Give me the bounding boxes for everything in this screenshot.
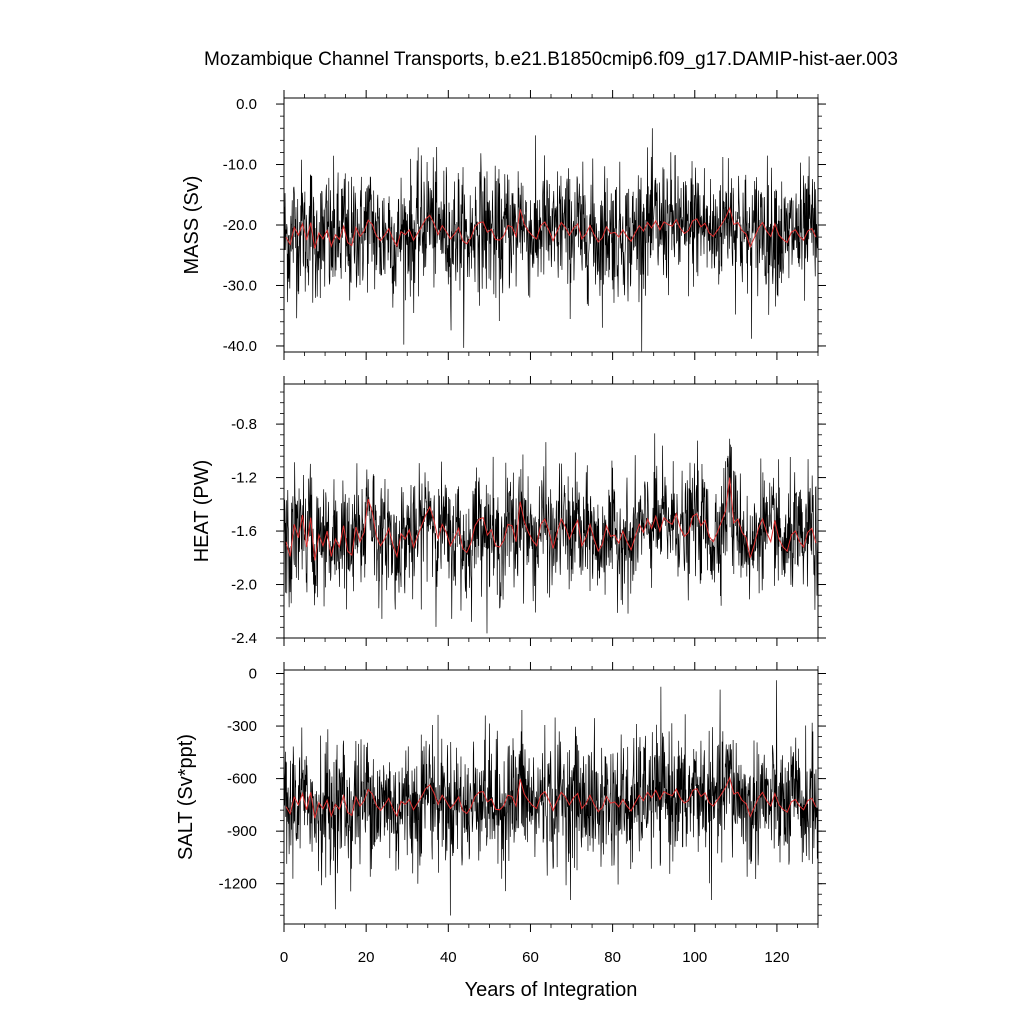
salt-series xyxy=(283,680,819,916)
xtick-label: 120 xyxy=(764,949,789,966)
salt-monthly-line xyxy=(283,680,819,916)
mass-series xyxy=(283,128,819,352)
salt-ytick-label: 0 xyxy=(249,666,257,683)
xtick-label: 60 xyxy=(522,949,539,966)
heat-ytick-label: -0.8 xyxy=(231,416,257,433)
heat-ytick-label: -1.6 xyxy=(231,523,257,540)
mass-ytick-label: -20.0 xyxy=(223,217,257,234)
salt-y-axis-label: SALT (Sv*ppt) xyxy=(175,734,197,860)
mass-ticks: 0.0 -10.0 -20.0 -30.0 -40.0 xyxy=(223,90,826,360)
salt-annual-mean-line xyxy=(285,776,817,819)
heat-annual-mean-line xyxy=(285,477,817,561)
heat-panel: -0.8 -1.2 -1.6 -2.0 -2.4 HEAT (PW) xyxy=(191,376,826,647)
mass-ytick-label: -10.0 xyxy=(223,157,257,174)
salt-ytick-label: -1200 xyxy=(219,876,257,893)
heat-ytick-label: -2.0 xyxy=(231,577,257,594)
mass-monthly-line xyxy=(283,128,819,352)
heat-y-axis-label: HEAT (PW) xyxy=(191,460,213,563)
salt-ytick-label: -300 xyxy=(227,718,257,735)
xtick-label: 20 xyxy=(358,949,375,966)
xtick-label: 40 xyxy=(440,949,457,966)
mass-ytick-label: 0.0 xyxy=(236,96,257,113)
mass-y-axis-label: MASS (Sv) xyxy=(181,176,203,275)
salt-panel: 0 -300 -600 -900 -1200 0 20 40 60 80 100 120 SALT (… xyxy=(175,662,826,1001)
heat-ticks: -0.8 -1.2 -1.6 -2.0 -2.4 xyxy=(231,376,826,647)
mass-ytick-label: -40.0 xyxy=(223,338,257,355)
heat-monthly-line xyxy=(283,433,819,634)
xtick-label: 80 xyxy=(604,949,621,966)
xtick-label: 100 xyxy=(682,949,707,966)
heat-ytick-label: -2.4 xyxy=(231,630,257,647)
salt-ytick-label: -900 xyxy=(227,823,257,840)
mass-annual-mean-line xyxy=(285,206,817,249)
chart-title: Mozambique Channel Transports, b.e21.B18… xyxy=(204,49,898,70)
x-axis-label: Years of Integration xyxy=(465,979,638,1001)
heat-series xyxy=(283,433,819,634)
mass-ytick-label: -30.0 xyxy=(223,277,257,294)
mass-panel: 0.0 -10.0 -20.0 -30.0 -40.0 MASS (Sv) xyxy=(181,90,826,360)
xtick-label: 0 xyxy=(280,949,288,966)
salt-ticks: 0 -300 -600 -900 -1200 0 20 40 60 80 100 120 xyxy=(219,662,826,966)
salt-ytick-label: -600 xyxy=(227,771,257,788)
heat-ytick-label: -1.2 xyxy=(231,470,257,487)
